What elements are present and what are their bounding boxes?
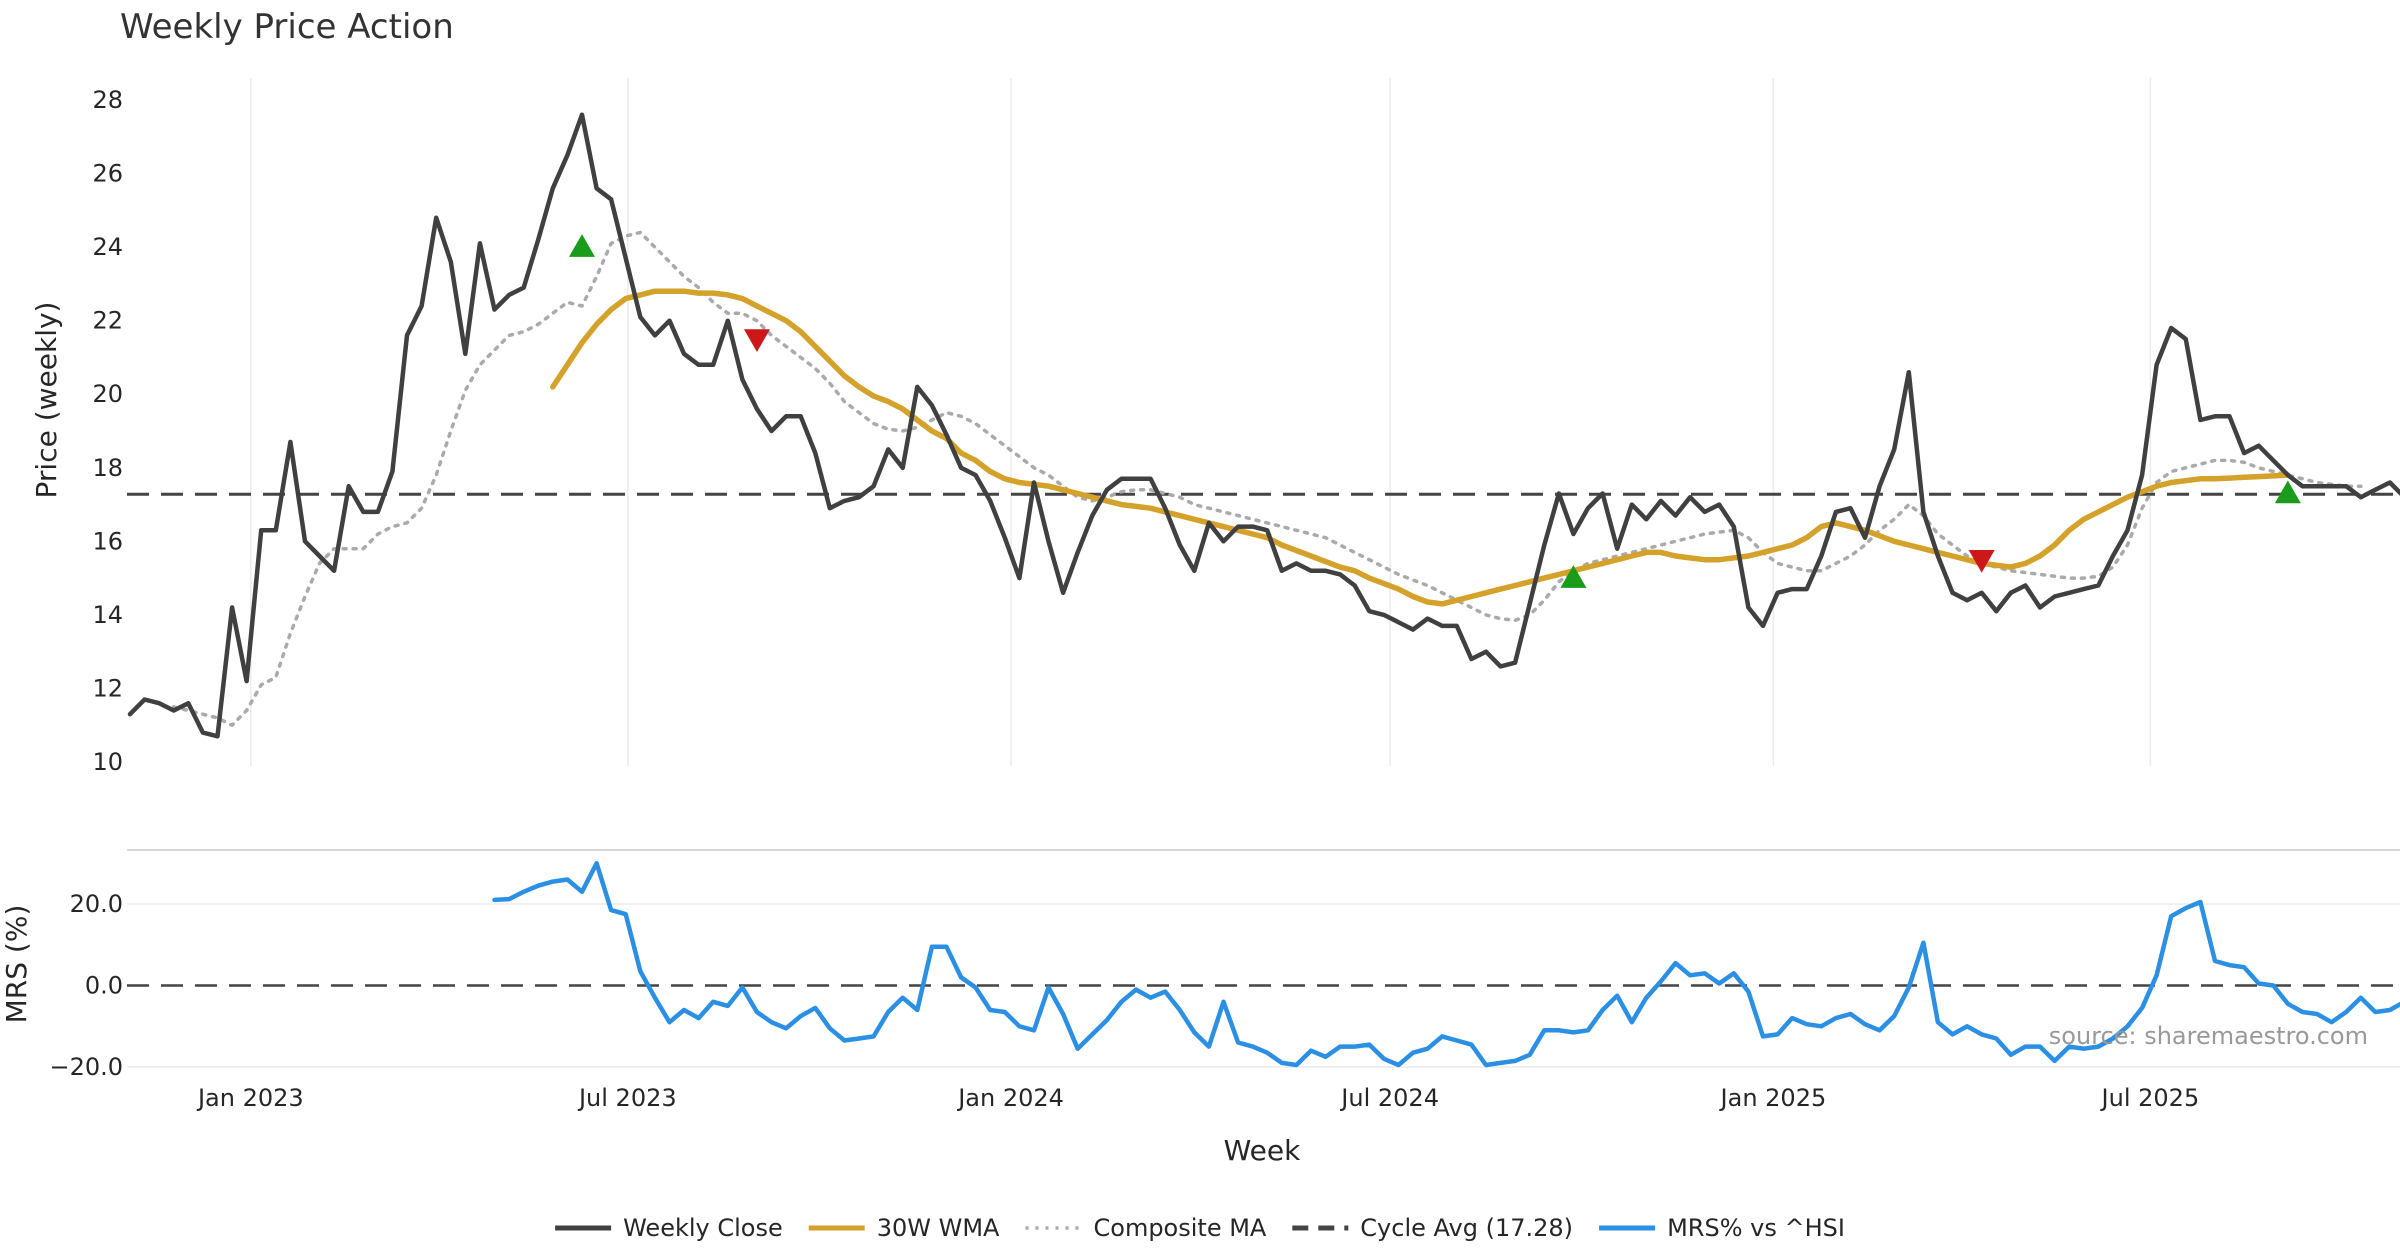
price-y-tick-label: 14: [92, 601, 123, 629]
price-y-tick-label: 22: [92, 307, 123, 335]
chart-title: Weekly Price Action: [120, 7, 454, 47]
price-y-tick-label: 16: [92, 527, 123, 555]
x-ticks: Jan 2023 Jul 2023 Jan 2024 Jul 2024 Jan 2025…: [196, 1084, 2199, 1112]
series-line-mrs-vs-hsi: [492, 861, 2400, 1068]
x-tick-label: Jan 2024: [956, 1084, 1064, 1112]
price-y-tick-label: 26: [92, 160, 123, 188]
legend-label: Weekly Close: [623, 1214, 783, 1242]
price-y-tick-label: 10: [92, 748, 123, 776]
price-y-tick-label: 20: [92, 380, 123, 408]
mrs-y-tick-label: 20.0: [70, 890, 123, 918]
price-y-tick-label: 18: [92, 454, 123, 482]
x-tick-label: Jan 2025: [1719, 1084, 1827, 1112]
x-tick-label: Jan 2023: [196, 1084, 304, 1112]
source-note: source: sharemaestro.com: [2049, 1022, 2368, 1050]
x-tick-label: Jul 2025: [2100, 1084, 2200, 1112]
legend-label: Cycle Avg (17.28): [1360, 1214, 1573, 1242]
mrs-y-tick-label: 0.0: [85, 972, 123, 1000]
sell-signal-marker: [1968, 549, 1995, 573]
series-line-weekly-close: [127, 112, 2400, 739]
legend-label: MRS% vs ^HSI: [1667, 1214, 1845, 1242]
price-y-tick-label: 12: [92, 674, 123, 702]
price-y-tick-label: 24: [92, 233, 123, 261]
price-series: [127, 112, 2400, 739]
mrs-y-ticks: 20.0 0.0 −20.0: [49, 890, 123, 1081]
price-y-tick-label: 28: [92, 86, 123, 114]
mrs-series: [127, 861, 2400, 1068]
buy-signal-marker: [568, 234, 595, 257]
mrs-y-axis-label: MRS (%): [0, 905, 33, 1024]
legend-label: 30W WMA: [877, 1214, 1000, 1242]
legend-item: Composite MA: [1025, 1214, 1267, 1242]
price-y-axis-label: Price (weekly): [30, 302, 63, 499]
x-tick-label: Jul 2024: [1339, 1084, 1439, 1112]
mrs-grid: [127, 903, 2400, 1068]
sell-signal-marker: [743, 329, 770, 353]
price-y-ticks: 10 12 14 16 18 20 22 24 26 28: [92, 86, 123, 776]
x-axis-label: Week: [1224, 1134, 1301, 1167]
legend-item: 30W WMA: [808, 1214, 1000, 1242]
signal-markers: [568, 234, 2301, 588]
series-line-30w-wma: [550, 288, 2291, 607]
legend-item: Cycle Avg (17.28): [1292, 1214, 1573, 1242]
legend-item: Weekly Close: [555, 1214, 783, 1242]
legend-label: Composite MA: [1094, 1214, 1267, 1242]
legend-item: MRS% vs ^HSI: [1599, 1214, 1845, 1242]
buy-signal-marker: [2274, 480, 2301, 504]
x-tick-label: Jul 2023: [577, 1084, 677, 1112]
mrs-y-tick-label: −20.0: [49, 1053, 123, 1081]
legend: Weekly Close 30W WMA Composite MA Cycle Avg…: [555, 1214, 1845, 1242]
buy-signal-marker: [1560, 565, 1587, 588]
